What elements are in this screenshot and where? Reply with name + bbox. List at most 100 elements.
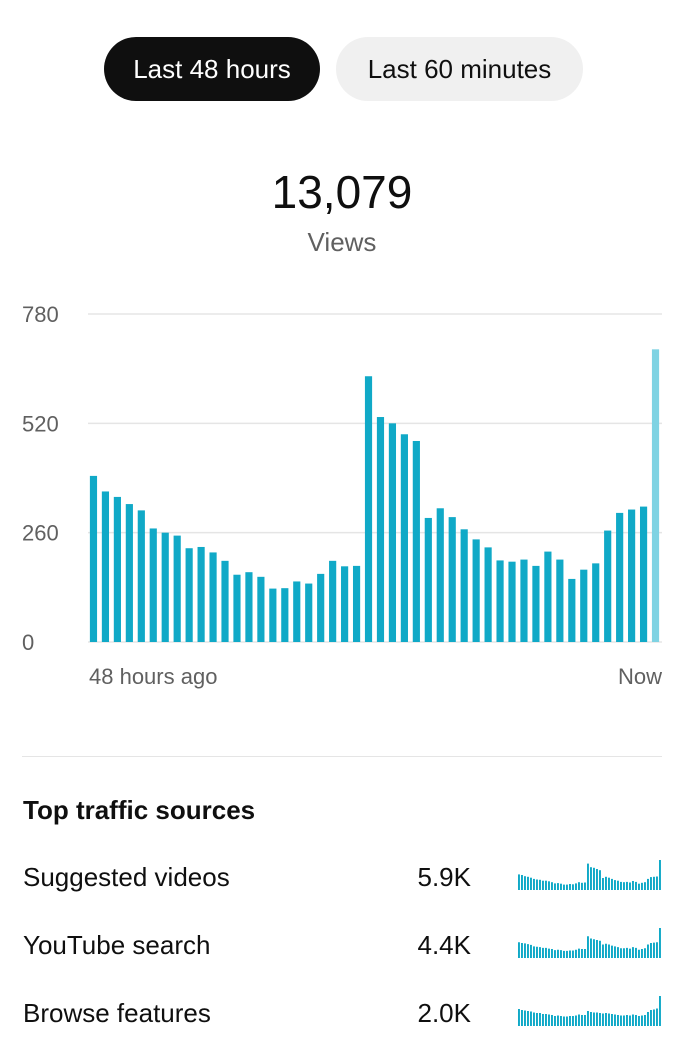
sparkline-bar bbox=[659, 860, 661, 890]
sparkline-bar bbox=[614, 946, 616, 959]
chart-bar bbox=[484, 547, 492, 642]
sparkline-bar bbox=[635, 881, 637, 890]
traffic-source-row-browse-features[interactable]: Browse features 2.0K bbox=[0, 988, 684, 1038]
sparkline-bar bbox=[602, 1013, 604, 1026]
sparkline-bar bbox=[608, 877, 610, 890]
chart-bar bbox=[329, 560, 337, 642]
sparkline-bar bbox=[536, 1013, 538, 1026]
sparkline-bar bbox=[635, 1015, 637, 1026]
sparkline-bar bbox=[521, 875, 523, 890]
sparkline-bar bbox=[653, 876, 655, 890]
sparkline-bar bbox=[560, 950, 562, 959]
time-range-tabs: Last 48 hours Last 60 minutes bbox=[0, 37, 684, 101]
sparkline-bar bbox=[527, 944, 529, 959]
traffic-source-value: 4.4K bbox=[417, 930, 472, 960]
traffic-sources-title: Top traffic sources bbox=[23, 795, 256, 825]
sparkline-bar bbox=[602, 878, 604, 890]
chart-bar bbox=[508, 561, 516, 642]
sparkline-bar bbox=[530, 1011, 532, 1026]
sparkline-bar bbox=[542, 880, 544, 890]
sparkline-bar bbox=[536, 879, 538, 890]
views-label: Views bbox=[307, 227, 377, 257]
sparkline-bar bbox=[635, 947, 637, 959]
sparkline-bar bbox=[527, 1011, 529, 1026]
chart-y-tick-label: 0 bbox=[22, 630, 34, 655]
tab-last-60-minutes[interactable]: Last 60 minutes bbox=[336, 37, 583, 101]
chart-bar bbox=[448, 517, 456, 642]
sparkline-bar bbox=[560, 1016, 562, 1026]
sparkline-bar bbox=[626, 881, 628, 890]
sparkline-bar bbox=[596, 869, 598, 890]
sparkline-bar bbox=[572, 1016, 574, 1026]
chart-bar bbox=[592, 563, 600, 642]
traffic-source-sparkline bbox=[518, 928, 661, 959]
chart-bar bbox=[352, 565, 361, 642]
chart-bar bbox=[436, 508, 444, 642]
sparkline-bar bbox=[578, 1014, 580, 1026]
sparkline-bar bbox=[608, 1013, 610, 1026]
sparkline-bar bbox=[644, 1015, 646, 1026]
sparkline-bar bbox=[539, 947, 541, 959]
chart-bar bbox=[149, 528, 157, 642]
sparkline-bar bbox=[569, 950, 571, 958]
sparkline-bar bbox=[554, 883, 556, 890]
sparkline-bar bbox=[533, 878, 535, 890]
sparkline-bar bbox=[581, 949, 583, 958]
sparkline-bar bbox=[638, 949, 640, 958]
sparkline-bar bbox=[554, 950, 556, 959]
chart-bar bbox=[628, 509, 636, 642]
sparkline-bar bbox=[647, 944, 649, 958]
sparkline-bar bbox=[596, 1012, 598, 1026]
sparkline-bar bbox=[647, 878, 649, 890]
sparkline-bar bbox=[566, 1016, 568, 1026]
sparkline-bar bbox=[614, 1014, 616, 1026]
sparkline-bar bbox=[632, 1014, 634, 1026]
chart-y-tick-label: 520 bbox=[22, 411, 59, 436]
sparkline-bar bbox=[551, 882, 553, 890]
chart-bar bbox=[364, 376, 373, 642]
sparkline-bar bbox=[551, 1015, 553, 1026]
chart-bar bbox=[161, 532, 169, 642]
sparkline-bar bbox=[593, 867, 595, 890]
chart-bar bbox=[520, 559, 528, 642]
sparkline-bar bbox=[590, 1012, 592, 1026]
chart-bar bbox=[651, 349, 660, 642]
sparkline-bar bbox=[560, 883, 562, 890]
chart-bar bbox=[257, 576, 265, 642]
sparkline-bar bbox=[575, 1015, 577, 1026]
sparkline-bar bbox=[545, 947, 547, 959]
chart-bar bbox=[544, 551, 552, 642]
sparkline-bar bbox=[593, 1012, 595, 1026]
sparkline-bar bbox=[605, 1013, 607, 1026]
chart-bar bbox=[185, 548, 193, 642]
sparkline-bar bbox=[629, 948, 631, 959]
tab-last-48-hours[interactable]: Last 48 hours bbox=[104, 37, 320, 101]
sparkline-bar bbox=[542, 947, 544, 959]
sparkline-bar bbox=[524, 943, 526, 959]
sparkline-bar bbox=[611, 878, 613, 890]
chart-bar bbox=[293, 581, 301, 642]
sparkline-bar bbox=[581, 1015, 583, 1026]
sparkline-bar bbox=[650, 943, 652, 958]
sparkline-bar bbox=[563, 950, 565, 959]
sparkline-bar bbox=[611, 945, 613, 959]
chart-y-tick-label: 780 bbox=[22, 302, 59, 327]
sparkline-bar bbox=[533, 1012, 535, 1026]
sparkline-bar bbox=[620, 881, 622, 890]
sparkline-bar bbox=[569, 884, 571, 890]
traffic-source-row-suggested-videos[interactable]: Suggested videos 5.9K bbox=[0, 852, 684, 902]
sparkline-bar bbox=[656, 876, 658, 890]
sparkline-bar bbox=[566, 950, 568, 959]
sparkline-bar bbox=[557, 883, 559, 890]
sparkline-bar bbox=[590, 867, 592, 890]
sparkline-bar bbox=[548, 1014, 550, 1026]
sparkline-bar bbox=[605, 876, 607, 890]
sparkline-bar bbox=[629, 1015, 631, 1026]
sparkline-bar bbox=[650, 877, 652, 890]
sparkline-bar bbox=[572, 884, 574, 890]
chart-x-end-label: Now bbox=[618, 664, 662, 689]
sparkline-bar bbox=[554, 1016, 556, 1026]
sparkline-bar bbox=[656, 942, 658, 958]
sparkline-bar bbox=[557, 949, 559, 958]
traffic-source-row-youtube-search[interactable]: YouTube search 4.4K bbox=[0, 920, 684, 970]
